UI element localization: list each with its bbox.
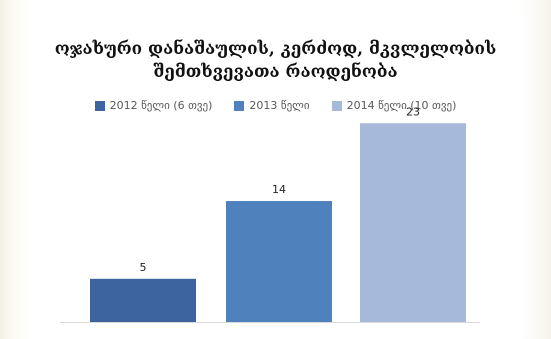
- data-label-2014: 23: [406, 105, 420, 118]
- data-label-2012: 5: [140, 261, 147, 274]
- legend-swatch-2014: [331, 100, 342, 111]
- chart-legend: 2012 წელი (6 თვე) 2013 წელი 2014 წელი (1…: [0, 99, 551, 112]
- bar-2012: [90, 278, 196, 322]
- legend-label-2012: 2012 წელი (6 თვე): [109, 99, 213, 112]
- bar-2013: [226, 201, 332, 322]
- legend-item-2013: 2013 წელი: [234, 99, 310, 112]
- bar-2014: [360, 123, 466, 322]
- legend-swatch-2013: [234, 100, 245, 111]
- legend-swatch-2012: [94, 100, 105, 111]
- chart-title-line-2: შემთხვევათა რაოდენობა: [153, 62, 398, 82]
- legend-item-2012: 2012 წელი (6 თვე): [94, 99, 213, 112]
- chart-title-line-1: ოჯახური დანაშაულის, კერძოდ, მკვლელობის: [54, 39, 497, 59]
- chart-title: ოჯახური დანაშაულის, კერძოდ, მკვლელობის შ…: [0, 38, 551, 84]
- legend-label-2013: 2013 წელი: [249, 99, 310, 112]
- legend-label-2014: 2014 წელი (10 თვე): [346, 99, 457, 112]
- legend-item-2014: 2014 წელი (10 თვე): [331, 99, 457, 112]
- data-label-2013: 14: [272, 183, 286, 196]
